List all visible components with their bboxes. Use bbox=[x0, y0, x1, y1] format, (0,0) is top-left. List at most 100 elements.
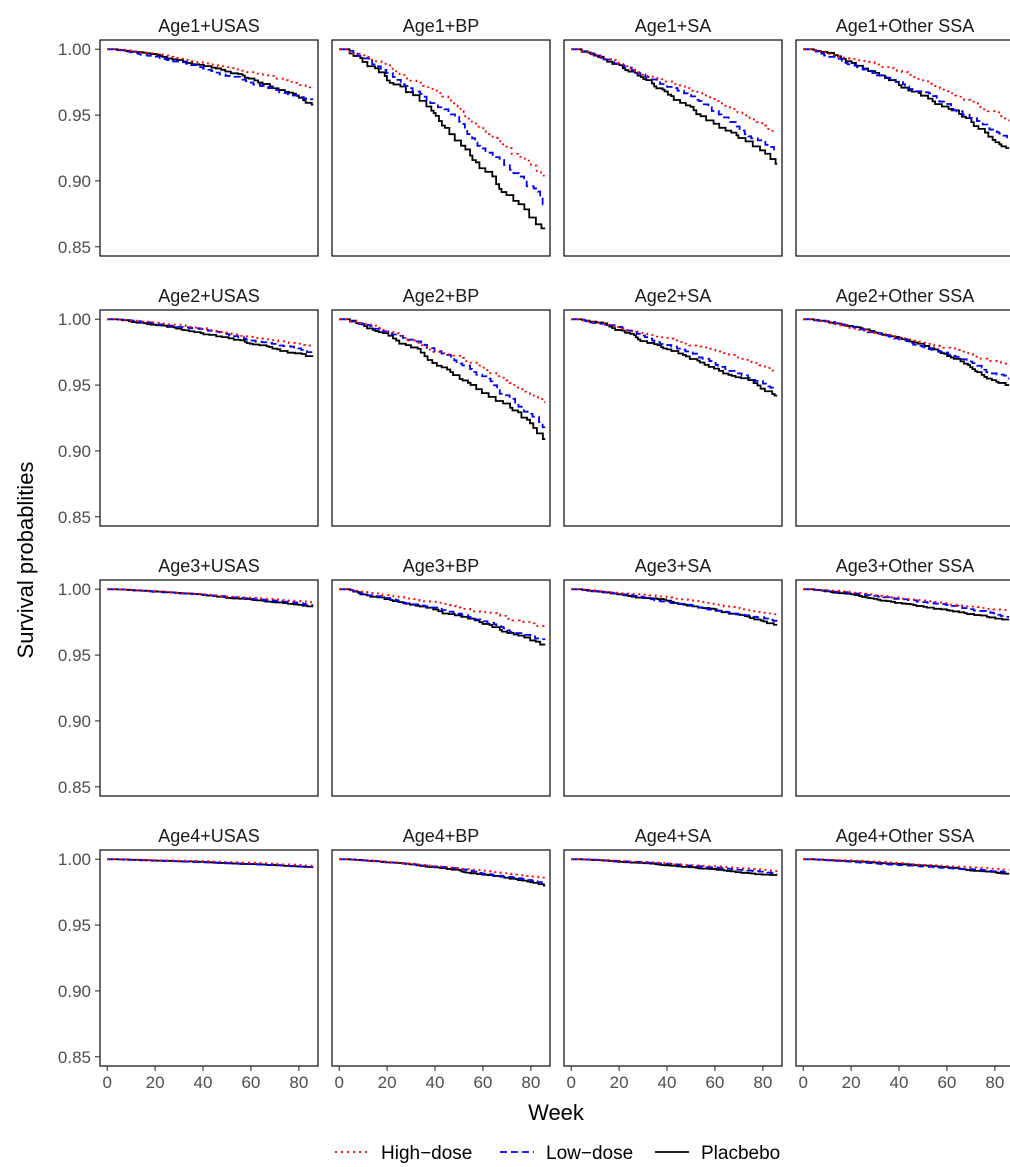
x-tick-label: 20 bbox=[842, 1073, 861, 1092]
series-line-low bbox=[571, 588, 778, 622]
panel-border bbox=[99, 309, 319, 527]
series-line-placebo bbox=[803, 48, 1010, 149]
facet-title: Age3+USAS bbox=[158, 556, 260, 576]
series-line-low bbox=[107, 318, 314, 354]
y-tick-label: 0.95 bbox=[58, 916, 91, 935]
series-group bbox=[571, 48, 778, 165]
facet-panel: Age2+USAS 0.85 0.90 0.95 1.00 bbox=[58, 286, 319, 527]
facet-panel: Age2+Other SSA bbox=[795, 286, 1010, 527]
facet-title: Age4+BP bbox=[403, 826, 480, 846]
y-tick-label: 0.85 bbox=[58, 238, 91, 257]
panel-border bbox=[331, 309, 551, 527]
series-group bbox=[107, 48, 314, 106]
y-tick-label: 1.00 bbox=[58, 310, 91, 329]
series-line-low bbox=[339, 318, 546, 429]
x-axis-title: Week bbox=[528, 1100, 585, 1125]
panel-border bbox=[331, 579, 551, 797]
facet-title: Age2+BP bbox=[403, 286, 480, 306]
panel-border bbox=[99, 39, 319, 257]
facet-panel: Age1+Other SSA bbox=[795, 16, 1010, 257]
y-tick-label: 0.90 bbox=[58, 712, 91, 731]
panel-border bbox=[331, 39, 551, 257]
facet-panel: Age1+USAS 0.85 0.90 0.95 1.00 bbox=[58, 16, 319, 257]
facet-title: Age4+Other SSA bbox=[836, 826, 975, 846]
series-line-placebo bbox=[339, 858, 546, 887]
facet-title: Age2+Other SSA bbox=[836, 286, 975, 306]
panel-border bbox=[331, 849, 551, 1067]
facet-title: Age2+SA bbox=[635, 286, 712, 306]
series-group bbox=[803, 588, 1010, 621]
series-line-placebo bbox=[803, 858, 1010, 875]
series-group bbox=[339, 48, 546, 230]
series-group bbox=[339, 588, 546, 646]
series-line-low bbox=[571, 318, 778, 389]
x-tick-label: 20 bbox=[378, 1073, 397, 1092]
legend-label: Low−dose bbox=[546, 1143, 633, 1164]
series-line-high bbox=[803, 48, 1010, 122]
facet-title: Age4+SA bbox=[635, 826, 712, 846]
facet-panel: Age4+Other SSA 0 20 40 60 80 bbox=[795, 826, 1010, 1092]
series-line-high bbox=[571, 318, 778, 372]
facet-title: Age4+USAS bbox=[158, 826, 260, 846]
facet-title: Age3+Other SSA bbox=[836, 556, 975, 576]
facet-panel: Age2+SA bbox=[563, 286, 783, 527]
y-axis-title: Survival probablities bbox=[13, 462, 38, 659]
y-tick-label: 0.95 bbox=[58, 376, 91, 395]
x-tick-label: 80 bbox=[289, 1073, 308, 1092]
panel-border bbox=[795, 309, 1010, 527]
y-tick-label: 0.95 bbox=[58, 106, 91, 125]
x-tick-label: 80 bbox=[521, 1073, 540, 1092]
series-line-placebo bbox=[571, 48, 778, 165]
panel-border bbox=[99, 579, 319, 797]
x-tick-label: 60 bbox=[473, 1073, 492, 1092]
legend: High−dose Low−dose Placbebo bbox=[335, 1143, 780, 1164]
facet-panel: Age4+BP 0 20 40 60 80 bbox=[331, 826, 551, 1092]
series-line-placebo bbox=[571, 858, 778, 876]
series-line-high bbox=[107, 588, 314, 604]
facet-panel: Age4+SA 0 20 40 60 80 bbox=[563, 826, 783, 1092]
series-line-placebo bbox=[803, 588, 1010, 621]
facet-title: Age3+SA bbox=[635, 556, 712, 576]
series-group bbox=[571, 588, 778, 626]
facet-panel: Age4+USAS 0.85 0.90 0.95 1.00 0 20 40 60 80 bbox=[58, 826, 319, 1092]
series-line-low bbox=[803, 48, 1010, 140]
legend-item: High−dose bbox=[335, 1143, 472, 1164]
series-group bbox=[107, 588, 314, 608]
series-line-placebo bbox=[339, 48, 546, 230]
panels-layer: Age1+USAS 0.85 0.90 0.95 1.00 Age1+BP Age1+SA A… bbox=[58, 16, 1010, 1092]
series-line-high bbox=[107, 858, 314, 867]
facet-panel: Age3+BP bbox=[331, 556, 551, 797]
x-tick-label: 0 bbox=[334, 1073, 343, 1092]
series-group bbox=[803, 858, 1010, 875]
y-tick-label: 0.85 bbox=[58, 508, 91, 527]
facet-panel: Age1+SA bbox=[563, 16, 783, 257]
panel-border bbox=[563, 579, 783, 797]
series-line-placebo bbox=[339, 318, 546, 440]
series-line-high bbox=[339, 318, 546, 404]
x-tick-label: 40 bbox=[426, 1073, 445, 1092]
y-tick-label: 0.90 bbox=[58, 442, 91, 461]
facet-title: Age1+USAS bbox=[158, 16, 260, 36]
series-group bbox=[107, 858, 314, 869]
x-tick-label: 40 bbox=[890, 1073, 909, 1092]
facet-title: Age1+SA bbox=[635, 16, 712, 36]
panel-border bbox=[563, 39, 783, 257]
y-tick-label: 0.90 bbox=[58, 172, 91, 191]
series-group bbox=[803, 48, 1010, 149]
panel-border bbox=[795, 849, 1010, 1067]
facet-title: Age1+BP bbox=[403, 16, 480, 36]
series-line-placebo bbox=[339, 588, 546, 646]
legend-label: High−dose bbox=[381, 1143, 472, 1164]
x-tick-label: 80 bbox=[753, 1073, 772, 1092]
y-tick-label: 1.00 bbox=[58, 580, 91, 599]
series-line-low bbox=[107, 48, 314, 101]
series-line-placebo bbox=[571, 318, 778, 397]
y-tick-label: 1.00 bbox=[58, 40, 91, 59]
facet-panel: Age1+BP bbox=[331, 16, 551, 257]
series-line-low bbox=[339, 858, 546, 884]
x-tick-label: 0 bbox=[102, 1073, 111, 1092]
series-line-high bbox=[803, 318, 1010, 367]
series-line-low bbox=[803, 858, 1010, 874]
series-group bbox=[803, 318, 1010, 386]
